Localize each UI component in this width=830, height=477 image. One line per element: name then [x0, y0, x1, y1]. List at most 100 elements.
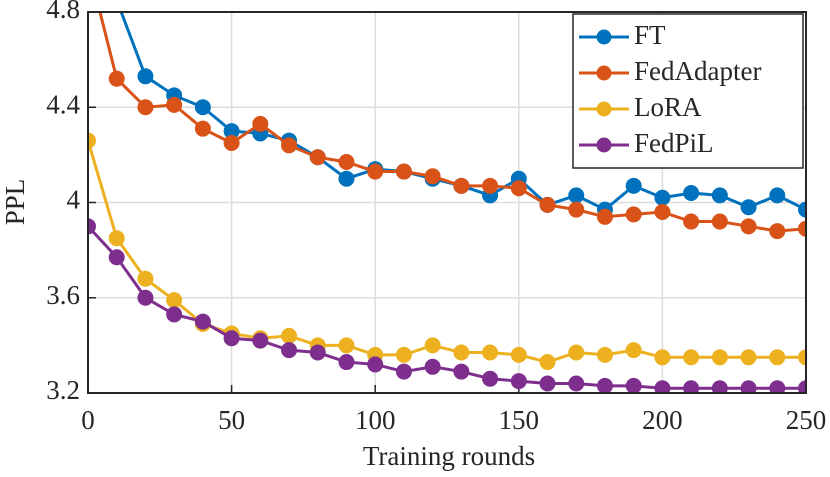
point: [109, 0, 124, 8]
point: [798, 220, 806, 237]
point: [625, 377, 642, 393]
legend-marker: [596, 29, 612, 45]
point: [654, 204, 671, 221]
point: [568, 187, 585, 204]
x-tick-label: 0: [81, 405, 95, 435]
point: [453, 363, 470, 380]
point: [424, 337, 441, 354]
point: [683, 380, 700, 393]
x-tick-label: 50: [218, 405, 245, 435]
y-tick-label: 4.4: [46, 89, 80, 119]
legend-label: FedAdapter: [634, 56, 761, 86]
point: [798, 349, 806, 366]
point: [338, 170, 355, 187]
point: [281, 342, 298, 359]
point: [194, 313, 211, 330]
point: [453, 344, 470, 361]
x-tick-label: 100: [355, 405, 396, 435]
point: [683, 213, 700, 230]
point: [654, 349, 671, 366]
point: [769, 223, 786, 240]
point: [654, 380, 671, 393]
point: [539, 375, 556, 392]
point: [424, 358, 441, 375]
point: [108, 230, 125, 247]
point: [194, 120, 211, 137]
point: [482, 344, 499, 361]
point: [798, 201, 806, 218]
point: [539, 196, 556, 213]
point: [568, 375, 585, 392]
legend-label: FT: [634, 20, 666, 50]
point: [223, 330, 240, 347]
point: [367, 356, 384, 373]
legend-label: FedPiL: [634, 128, 714, 158]
point: [482, 370, 499, 387]
point: [88, 218, 96, 235]
point: [137, 68, 154, 85]
legend-marker: [596, 101, 612, 117]
point: [740, 380, 757, 393]
point: [453, 177, 470, 194]
point: [740, 349, 757, 366]
point: [769, 187, 786, 204]
point: [309, 344, 326, 361]
series-line: [88, 225, 806, 390]
point: [166, 292, 183, 309]
point: [137, 270, 154, 287]
point: [395, 346, 412, 363]
point: [281, 137, 298, 154]
series-line: [88, 140, 806, 364]
plot-frame: [87, 11, 807, 394]
point: [711, 213, 728, 230]
point: [625, 342, 642, 359]
point: [711, 349, 728, 366]
y-tick-label: 3.6: [46, 280, 80, 310]
point: [194, 99, 211, 116]
legend-box: [572, 13, 804, 169]
point: [510, 180, 527, 197]
point: [137, 289, 154, 306]
point: [683, 349, 700, 366]
point: [625, 206, 642, 223]
point: [338, 154, 355, 171]
plot-area: [88, 0, 806, 393]
point: [740, 199, 757, 216]
point: [108, 249, 125, 266]
point: [798, 380, 806, 393]
point: [596, 208, 613, 225]
x-tick-label: 150: [499, 405, 540, 435]
x-tick-label: 200: [642, 405, 683, 435]
point: [510, 373, 527, 390]
point: [395, 363, 412, 380]
point: [166, 306, 183, 323]
point: [338, 354, 355, 371]
point: [281, 327, 298, 344]
point: [711, 187, 728, 204]
point: [625, 177, 642, 194]
legend-label: LoRA: [634, 92, 702, 122]
point: [568, 201, 585, 218]
point: [596, 377, 613, 393]
point: [395, 163, 412, 180]
point: [137, 99, 154, 116]
point: [769, 380, 786, 393]
legend-marker: [596, 65, 612, 81]
legend-marker: [596, 137, 612, 153]
x-axis-label: Training rounds: [363, 441, 535, 471]
point: [108, 70, 125, 87]
point: [654, 189, 671, 206]
point: [367, 163, 384, 180]
y-tick-label: 3.2: [46, 375, 80, 405]
point: [424, 168, 441, 185]
point: [338, 337, 355, 354]
x-tick-label: 250: [786, 405, 827, 435]
point: [683, 184, 700, 201]
point: [740, 218, 757, 235]
point: [539, 354, 556, 371]
point: [252, 332, 269, 349]
point: [166, 96, 183, 113]
y-tick-label: 4.8: [46, 0, 80, 24]
y-axis-label: PPL: [0, 179, 30, 226]
